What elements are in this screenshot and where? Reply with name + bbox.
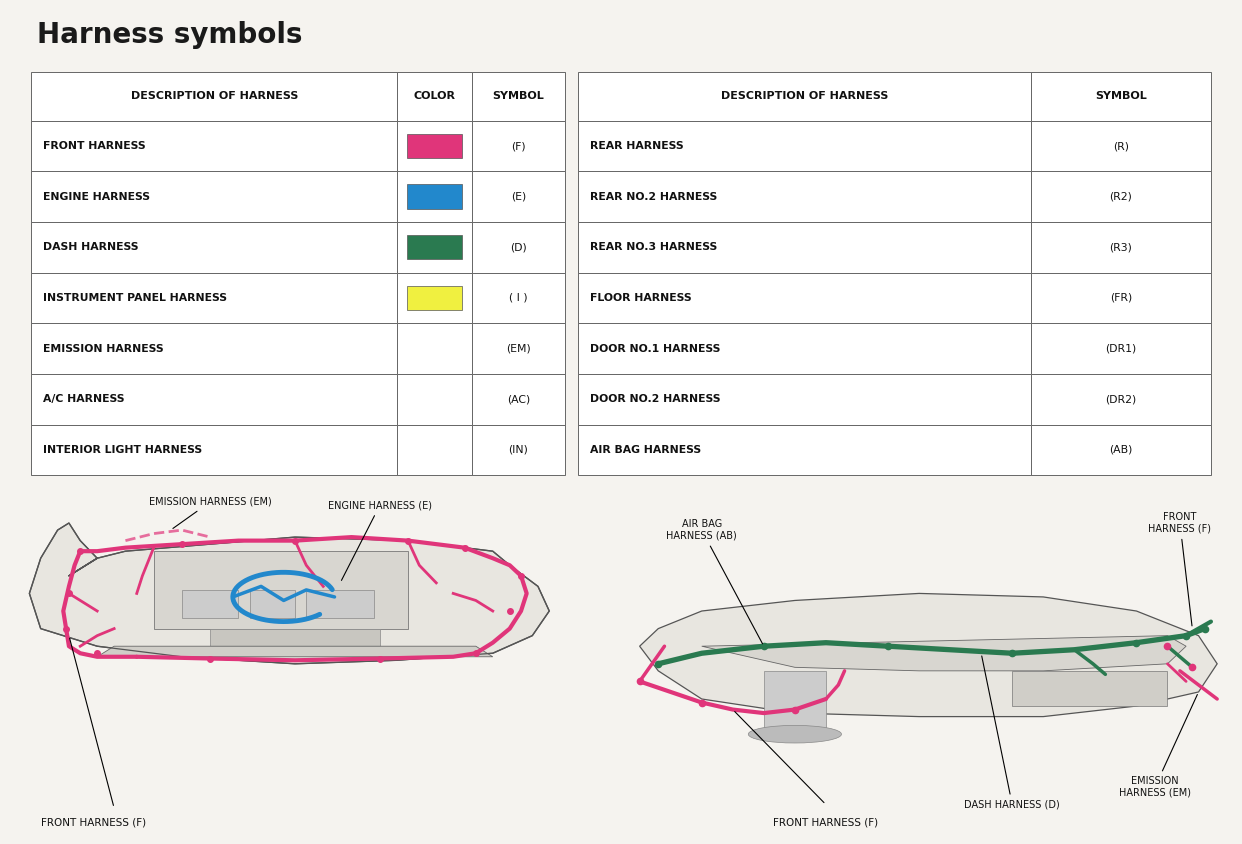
Bar [31,374,397,425]
Text: (EM): (EM) [507,344,530,354]
Bar [397,273,472,323]
Text: ( I ): ( I ) [509,293,528,303]
Text: REAR HARNESS: REAR HARNESS [590,141,683,151]
Text: REAR NO.3 HARNESS: REAR NO.3 HARNESS [590,242,717,252]
Polygon shape [30,523,549,663]
Polygon shape [702,636,1186,671]
Text: EMISSION HARNESS (EM): EMISSION HARNESS (EM) [149,497,272,528]
Text: AIR BAG HARNESS: AIR BAG HARNESS [590,445,700,455]
Bar [578,323,1031,374]
Bar [578,273,1031,323]
Bar [472,222,565,273]
Polygon shape [764,671,826,734]
Text: A/C HARNESS: A/C HARNESS [43,394,125,404]
Text: FRONT HARNESS: FRONT HARNESS [43,141,147,151]
Bar [397,121,472,171]
Polygon shape [97,647,493,657]
Text: (DR1): (DR1) [1105,344,1136,354]
Bar [31,72,397,121]
Text: (R2): (R2) [1109,192,1133,202]
Text: Harness symbols: Harness symbols [37,21,303,49]
Bar [397,425,472,475]
Bar [578,374,1031,425]
Bar [397,171,472,222]
Bar [472,374,565,425]
Text: FRONT HARNESS (F): FRONT HARNESS (F) [774,817,878,827]
Text: ENGINE HARNESS: ENGINE HARNESS [43,192,150,202]
Text: DASH HARNESS (D): DASH HARNESS (D) [964,656,1061,809]
Bar [407,134,462,158]
Text: DOOR NO.2 HARNESS: DOOR NO.2 HARNESS [590,394,720,404]
Text: (AC): (AC) [507,394,530,404]
Bar [183,590,238,618]
Bar [250,590,296,618]
Text: EMISSION
HARNESS (EM): EMISSION HARNESS (EM) [1119,695,1197,798]
Text: (E): (E) [510,192,527,202]
Bar [578,121,1031,171]
Bar [472,121,565,171]
Bar [31,222,397,273]
Text: (FR): (FR) [1110,293,1131,303]
Bar [210,629,380,647]
Bar [472,273,565,323]
Bar [578,425,1031,475]
Bar [472,323,565,374]
Bar [578,171,1031,222]
Text: (R): (R) [1113,141,1129,151]
Bar [578,72,1031,121]
Ellipse shape [748,725,842,743]
Text: (D): (D) [510,242,527,252]
Bar [31,425,397,475]
Text: SYMBOL: SYMBOL [493,91,544,101]
Text: DESCRIPTION OF HARNESS: DESCRIPTION OF HARNESS [720,91,888,101]
Bar [1031,72,1211,121]
Text: (F): (F) [512,141,525,151]
Bar [307,590,374,618]
Text: (DR2): (DR2) [1105,394,1136,404]
Bar [1031,323,1211,374]
Text: INTERIOR LIGHT HARNESS: INTERIOR LIGHT HARNESS [43,445,202,455]
Bar [472,171,565,222]
Text: (R3): (R3) [1109,242,1133,252]
Bar [1031,171,1211,222]
Bar [407,185,462,208]
Bar [1031,121,1211,171]
Text: FLOOR HARNESS: FLOOR HARNESS [590,293,692,303]
Text: EMISSION HARNESS: EMISSION HARNESS [43,344,164,354]
Text: REAR NO.2 HARNESS: REAR NO.2 HARNESS [590,192,717,202]
Text: ENGINE HARNESS (E): ENGINE HARNESS (E) [328,500,432,581]
Bar [154,551,409,629]
Text: SYMBOL: SYMBOL [1095,91,1146,101]
Bar [407,286,462,310]
Polygon shape [1012,671,1167,706]
Bar [472,425,565,475]
Bar [31,121,397,171]
Text: DESCRIPTION OF HARNESS: DESCRIPTION OF HARNESS [130,91,298,101]
Text: INSTRUMENT PANEL HARNESS: INSTRUMENT PANEL HARNESS [43,293,227,303]
Bar [397,374,472,425]
Bar [578,222,1031,273]
Text: FRONT
HARNESS (F): FRONT HARNESS (F) [1149,512,1211,626]
Text: AIR BAG
HARNESS (AB): AIR BAG HARNESS (AB) [667,519,763,644]
Text: DOOR NO.1 HARNESS: DOOR NO.1 HARNESS [590,344,720,354]
Text: DASH HARNESS: DASH HARNESS [43,242,139,252]
Text: (IN): (IN) [508,445,529,455]
Bar [31,171,397,222]
Bar [31,323,397,374]
Bar [1031,425,1211,475]
Bar [1031,374,1211,425]
Bar [1031,222,1211,273]
Bar [1031,273,1211,323]
Bar [407,235,462,259]
Polygon shape [640,593,1217,717]
Bar [397,72,472,121]
Text: COLOR: COLOR [414,91,456,101]
Bar [472,72,565,121]
Bar [31,273,397,323]
Bar [397,323,472,374]
Bar [397,222,472,273]
Text: FRONT HARNESS (F): FRONT HARNESS (F) [41,817,145,827]
Text: (AB): (AB) [1109,445,1133,455]
